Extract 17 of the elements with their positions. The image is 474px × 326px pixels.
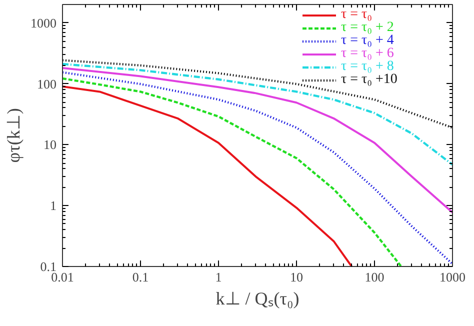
legend-label: τ = τ₀ + 6 [341, 46, 394, 61]
x-axis-title: k⊥ / Qₛ(τ₀) [216, 288, 300, 308]
y-tick-label: 10 [44, 137, 56, 152]
text: τ = τ₀ [341, 7, 372, 23]
legend-label: τ = τ₀ + 8 [341, 59, 394, 74]
y-tick-label: 1 [50, 198, 56, 214]
legend-label: τ = τ₀ +10 [341, 72, 398, 88]
y-tick-label: 100 [37, 76, 56, 92]
x-tick-label: 0.1 [132, 270, 149, 284]
x-tick-label: 100 [364, 270, 384, 284]
x-tick-label: 10 [290, 270, 303, 284]
legend-label: τ = τ₀ + 2 [341, 20, 394, 35]
y-tick-label: 1000 [30, 15, 56, 30]
x-tick-label: 1000 [440, 270, 466, 284]
y-axis-title: φτ(k⊥) [4, 108, 24, 163]
x-tick-label: 1 [215, 270, 222, 284]
legend-label: τ = τ₀ + 4 [341, 33, 394, 48]
